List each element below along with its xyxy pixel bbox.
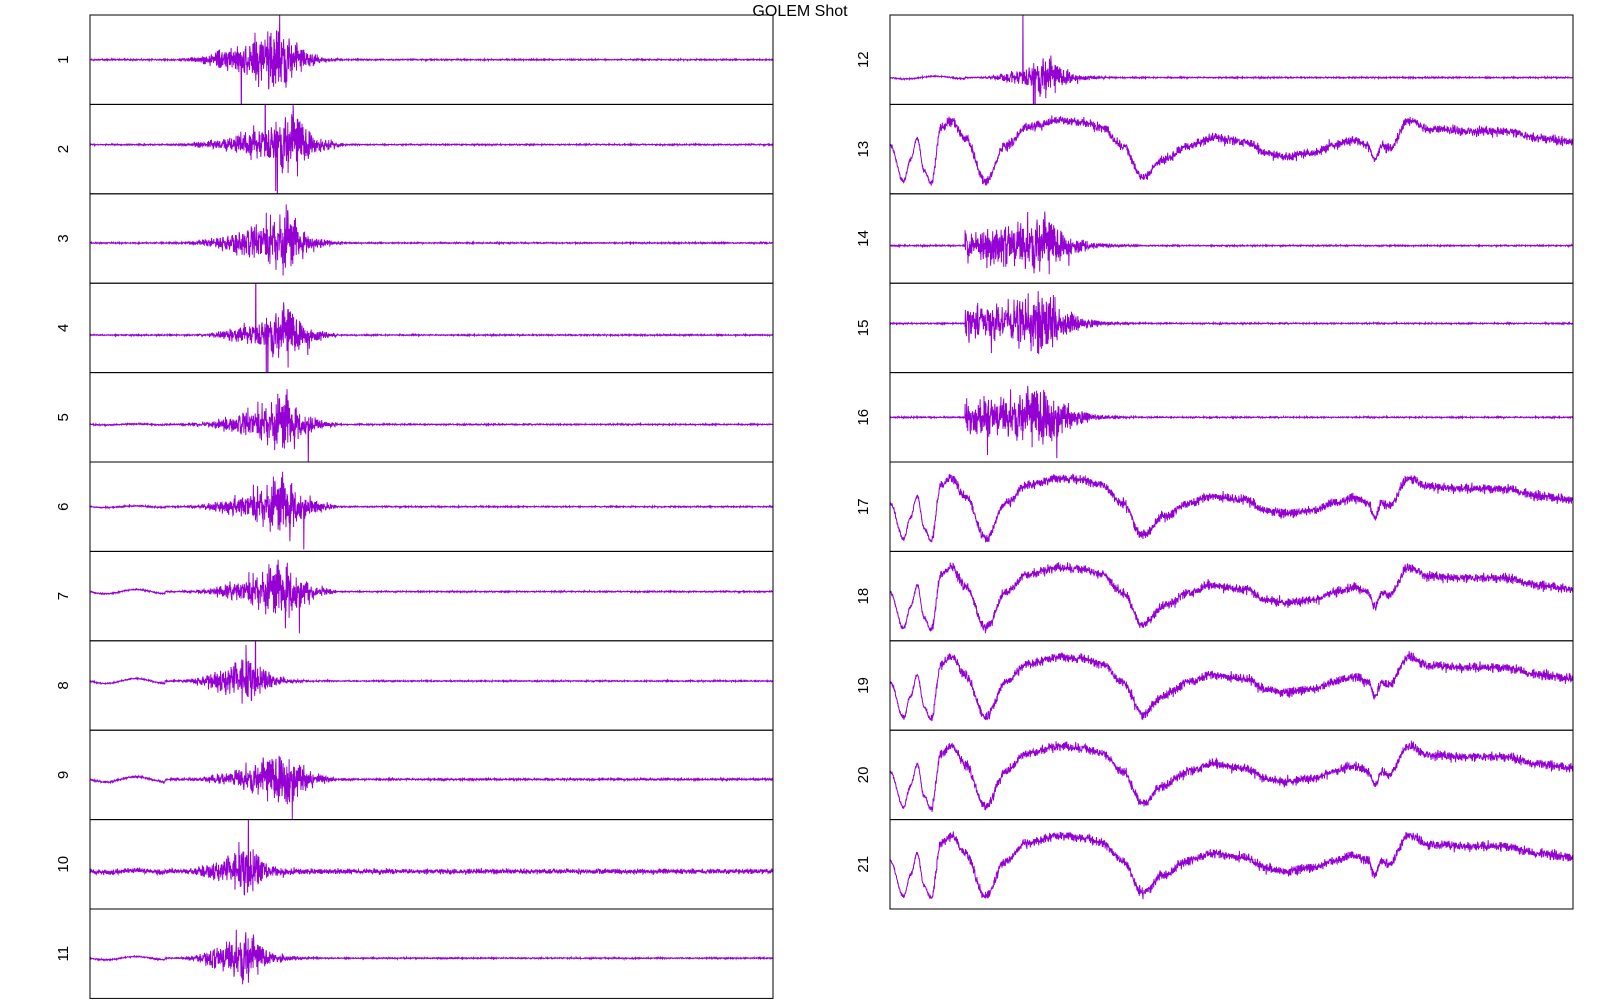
signal-trace-16 — [890, 385, 1573, 459]
panel-label-14: 14 — [855, 230, 872, 247]
signal-trace-5 — [90, 389, 773, 463]
signal-panel-5: 5 — [55, 372, 774, 463]
panel-frame-11 — [89, 908, 774, 999]
panel-frame-12 — [889, 14, 1574, 105]
panel-label-3: 3 — [55, 234, 72, 242]
signal-trace-11 — [90, 929, 773, 985]
signal-trace-14 — [890, 211, 1573, 275]
panel-frame-19 — [889, 640, 1574, 731]
panel-frame-17 — [889, 461, 1574, 552]
signal-panel-2: 2 — [55, 103, 774, 195]
panel-frame-4 — [89, 282, 774, 374]
signal-panel-11: 11 — [55, 908, 774, 999]
signal-panel-9: 9 — [55, 729, 774, 821]
signal-trace-17 — [890, 473, 1573, 543]
signal-panel-14: 14 — [855, 193, 1574, 284]
panel-frame-13 — [889, 103, 1574, 195]
panel-frame-9 — [89, 729, 774, 821]
panel-frame-18 — [889, 550, 1574, 642]
signal-trace-8 — [90, 640, 773, 704]
signal-trace-9 — [90, 755, 773, 820]
panel-label-5: 5 — [55, 413, 72, 421]
chart-title: GOLEM Shot — [752, 3, 848, 20]
panel-label-16: 16 — [855, 409, 872, 426]
signal-trace-18 — [890, 562, 1573, 634]
signal-panel-17: 17 — [855, 461, 1574, 552]
signal-panel-1: 1 — [55, 14, 774, 105]
signal-panel-20: 20 — [855, 729, 1574, 821]
signal-trace-10 — [90, 819, 773, 896]
panel-label-18: 18 — [855, 588, 872, 605]
panel-label-7: 7 — [55, 592, 72, 600]
panel-label-11: 11 — [55, 946, 72, 962]
signal-trace-19 — [890, 651, 1573, 722]
panel-label-2: 2 — [55, 145, 72, 153]
panel-label-6: 6 — [55, 503, 72, 511]
signal-panel-21: 21 — [855, 819, 1574, 910]
panel-label-9: 9 — [55, 771, 72, 779]
signal-panel-19: 19 — [855, 640, 1574, 731]
panel-label-19: 19 — [855, 677, 872, 694]
signal-panel-8: 8 — [55, 640, 774, 731]
panel-frame-8 — [89, 640, 774, 731]
signal-panel-4: 4 — [55, 282, 774, 374]
signal-trace-2 — [90, 104, 773, 194]
signal-trace-3 — [90, 204, 773, 276]
signal-trace-7 — [90, 559, 773, 634]
panel-frame-21 — [889, 819, 1574, 910]
signal-panel-13: 13 — [855, 103, 1574, 195]
signal-trace-21 — [890, 831, 1573, 900]
panel-frame-20 — [889, 729, 1574, 821]
panel-label-12: 12 — [855, 51, 872, 68]
panel-frame-7 — [89, 550, 774, 642]
signal-panel-16: 16 — [855, 372, 1574, 463]
signal-trace-4 — [90, 283, 773, 373]
signal-trace-6 — [90, 471, 773, 550]
panel-frame-5 — [89, 372, 774, 463]
signal-trace-1 — [90, 15, 773, 105]
panel-label-1: 1 — [55, 56, 72, 64]
signal-trace-15 — [890, 291, 1573, 355]
signal-panel-10: 10 — [55, 819, 774, 910]
panel-frame-3 — [89, 193, 774, 284]
signal-panel-6: 6 — [55, 461, 774, 552]
signal-trace-12 — [890, 15, 1573, 105]
panel-frame-10 — [89, 819, 774, 910]
signal-panel-18: 18 — [855, 550, 1574, 642]
signal-trace-13 — [890, 115, 1573, 186]
signal-panel-3: 3 — [55, 193, 774, 284]
panel-frame-2 — [89, 103, 774, 195]
signal-panel-15: 15 — [855, 282, 1574, 374]
panel-label-8: 8 — [55, 681, 72, 689]
panel-label-10: 10 — [55, 856, 72, 873]
signal-panel-7: 7 — [55, 550, 774, 642]
panel-label-15: 15 — [855, 320, 872, 337]
panel-label-17: 17 — [855, 498, 872, 515]
panel-label-21: 21 — [855, 856, 872, 873]
panel-label-20: 20 — [855, 767, 872, 784]
signal-panel-12: 12 — [855, 14, 1574, 105]
panel-label-4: 4 — [55, 324, 72, 332]
signal-trace-20 — [890, 740, 1573, 813]
panel-label-13: 13 — [855, 141, 872, 158]
